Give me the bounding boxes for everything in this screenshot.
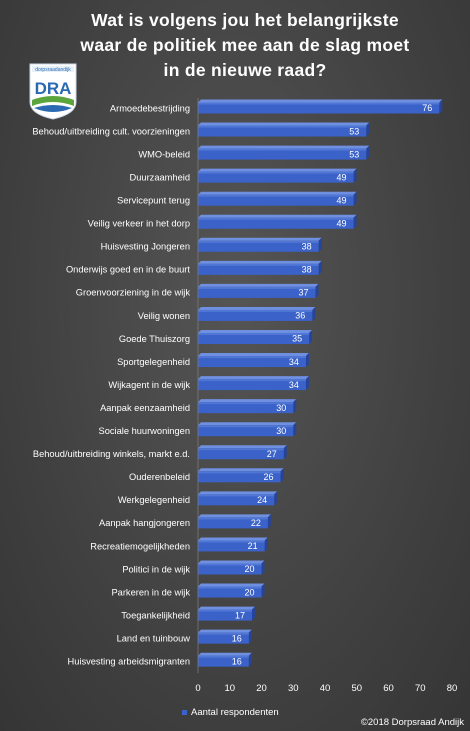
bar bbox=[198, 422, 297, 437]
x-tick-label: 10 bbox=[224, 683, 235, 694]
bar bbox=[198, 168, 357, 183]
category-label: Parkeren in de wijk bbox=[111, 587, 190, 597]
dorpsraad-andijk-logo: dorpsraadandijk DRA bbox=[28, 62, 78, 120]
value-label: 16 bbox=[232, 656, 242, 666]
value-label: 21 bbox=[248, 541, 258, 551]
category-label: Onderwijs goed en in de buurt bbox=[66, 265, 190, 275]
category-label: Behoud/uitbreiding cult. voorzieningen bbox=[32, 126, 190, 136]
value-label: 49 bbox=[337, 195, 347, 205]
category-label: Groenvoorziening in de wijk bbox=[76, 288, 191, 298]
category-label: Veilig wonen bbox=[138, 311, 190, 321]
value-label: 38 bbox=[302, 265, 312, 275]
bar bbox=[198, 353, 309, 368]
bar bbox=[198, 560, 265, 575]
value-label: 34 bbox=[289, 357, 299, 367]
category-label: Huisvesting arbeidsmigranten bbox=[68, 657, 190, 667]
category-label: Goede Thuiszorg bbox=[119, 334, 190, 344]
chart-title: Wat is volgens jou het belangrijkste waa… bbox=[80, 10, 410, 80]
value-label: 30 bbox=[276, 426, 286, 436]
bar bbox=[198, 514, 271, 529]
category-label: Veilig verkeer in het dorp bbox=[88, 219, 190, 229]
category-label: Servicepunt terug bbox=[117, 196, 190, 206]
x-tick-label: 60 bbox=[383, 683, 394, 694]
bar bbox=[198, 629, 252, 644]
value-label: 53 bbox=[349, 149, 359, 159]
bar bbox=[198, 306, 316, 321]
legend-swatch bbox=[182, 710, 187, 715]
bar bbox=[198, 237, 322, 252]
value-label: 49 bbox=[337, 218, 347, 228]
bar bbox=[198, 583, 265, 598]
x-tick-label: 80 bbox=[447, 683, 458, 694]
value-label: 49 bbox=[337, 172, 347, 182]
bar bbox=[198, 330, 313, 344]
x-tick-label: 30 bbox=[288, 683, 299, 694]
category-label: Behoud/uitbreiding winkels, markt e.d. bbox=[33, 449, 190, 459]
value-label: 38 bbox=[302, 242, 312, 252]
value-label: 20 bbox=[244, 564, 254, 574]
legend-label: Aantal respondenten bbox=[191, 707, 279, 718]
value-label: 34 bbox=[289, 380, 299, 390]
category-label: Aanpak hangjongeren bbox=[99, 518, 190, 528]
bar bbox=[198, 445, 287, 460]
bar bbox=[198, 537, 268, 552]
bar bbox=[198, 99, 443, 114]
value-label: 37 bbox=[298, 288, 308, 298]
category-label: Armoedebestrijding bbox=[110, 103, 190, 113]
category-label: Politici in de wijk bbox=[122, 564, 190, 574]
value-label: 20 bbox=[244, 587, 254, 597]
x-axis: 0 10 20 30 40 50 60 70 80 bbox=[195, 98, 457, 694]
x-tick-label: 50 bbox=[351, 683, 362, 694]
bar bbox=[198, 145, 370, 160]
bar bbox=[198, 191, 357, 206]
legend: Aantal respondenten bbox=[182, 707, 279, 718]
value-label: 35 bbox=[292, 334, 302, 344]
x-tick-label: 0 bbox=[195, 683, 200, 694]
value-label: 17 bbox=[235, 610, 245, 620]
bar bbox=[198, 260, 322, 275]
bar bbox=[198, 376, 309, 391]
category-label: Toegankelijkheid bbox=[121, 610, 190, 620]
x-tick-label: 40 bbox=[320, 683, 331, 694]
value-label: 22 bbox=[251, 518, 261, 528]
category-label: Sportgelegenheid bbox=[117, 357, 190, 367]
bar bbox=[198, 652, 252, 667]
bar bbox=[198, 122, 370, 137]
bar bbox=[198, 468, 284, 483]
category-label: Werkgelegenheid bbox=[118, 495, 190, 505]
category-label: Ouderenbeleid bbox=[129, 472, 190, 482]
value-label: 36 bbox=[295, 311, 305, 321]
logo-top-text: dorpsraadandijk bbox=[35, 67, 71, 73]
value-label: 24 bbox=[257, 495, 267, 505]
category-label: WMO-beleid bbox=[138, 149, 190, 159]
bars bbox=[198, 99, 443, 667]
category-label: Duurzaamheid bbox=[130, 172, 190, 182]
value-label: 16 bbox=[232, 633, 242, 643]
bar bbox=[198, 214, 357, 229]
category-label: Recreatiemogelijkheden bbox=[90, 541, 190, 551]
value-label: 53 bbox=[349, 126, 359, 136]
x-tick-label: 70 bbox=[415, 683, 426, 694]
value-labels: 76 53 53 49 49 49 38 38 37 36 35 34 34 30 30 27 26 24 22 21… bbox=[232, 103, 433, 666]
value-label: 76 bbox=[422, 103, 432, 113]
category-label: Wijkagent in de wijk bbox=[108, 380, 190, 390]
value-label: 26 bbox=[264, 472, 274, 482]
value-label: 30 bbox=[276, 403, 286, 413]
bar bbox=[198, 399, 297, 414]
bar bbox=[198, 491, 278, 506]
category-label: Land en tuinbouw bbox=[117, 633, 191, 643]
logo-letters: DRA bbox=[35, 79, 72, 98]
copyright-text: ©2018 Dorpsraad Andijk bbox=[360, 717, 464, 728]
bar bbox=[198, 606, 255, 621]
x-tick-label: 20 bbox=[256, 683, 267, 694]
category-labels: Armoedebestrijding Behoud/uitbreiding cul… bbox=[32, 103, 190, 666]
value-label: 27 bbox=[267, 449, 277, 459]
bar bbox=[198, 283, 319, 298]
category-label: Huisvesting Jongeren bbox=[101, 242, 190, 252]
category-label: Aanpak eenzaamheid bbox=[100, 403, 190, 413]
category-label: Sociale huurwoningen bbox=[99, 426, 191, 436]
